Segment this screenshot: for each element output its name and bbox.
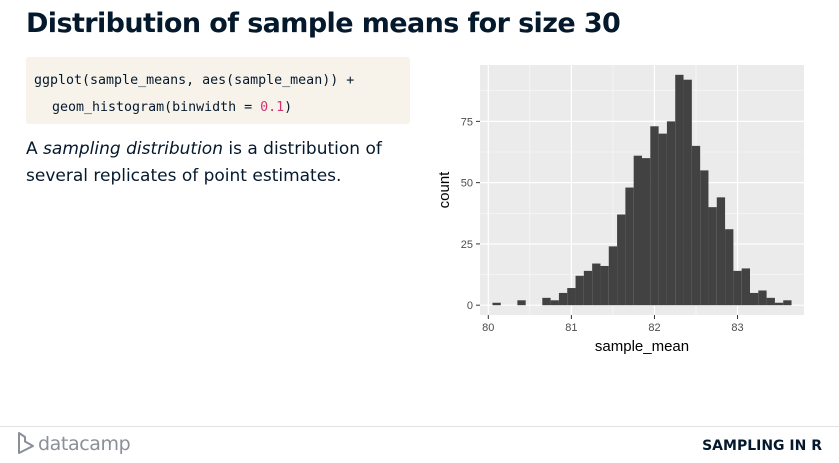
histogram-bar xyxy=(550,300,559,306)
y-tick-label: 25 xyxy=(461,239,473,251)
x-tick-label: 83 xyxy=(731,322,743,334)
histogram-bar xyxy=(492,302,501,306)
histogram-bar xyxy=(691,145,701,306)
histogram-bar xyxy=(675,74,684,306)
histogram-bar xyxy=(583,270,593,306)
x-axis-title: sample_mean xyxy=(595,338,689,355)
histogram-bar xyxy=(750,292,759,306)
histogram-bar xyxy=(733,270,742,306)
y-tick-label: 0 xyxy=(467,300,473,312)
histogram-bar xyxy=(567,288,576,306)
histogram-bar xyxy=(725,229,734,306)
histogram-bar xyxy=(633,155,642,306)
code-binwidth-value: 0.1 xyxy=(260,100,285,115)
histogram-bar xyxy=(774,302,784,306)
histogram-bar xyxy=(650,126,659,306)
paragraph-prefix: A xyxy=(26,139,44,159)
y-axis-title: count xyxy=(436,171,453,209)
course-title: SAMPLING IN R xyxy=(702,438,822,454)
paragraph-emphasis: sampling distribution xyxy=(43,139,223,159)
histogram-bar xyxy=(625,187,634,306)
y-tick-label: 50 xyxy=(461,178,473,190)
histogram-bar xyxy=(542,297,551,306)
x-tick-label: 80 xyxy=(482,322,494,334)
code-line-2-suffix: ) xyxy=(284,100,293,115)
histogram-bar xyxy=(592,263,601,306)
x-tick-label: 82 xyxy=(648,322,660,334)
code-line-2: geom_histogram(binwidth = 0.1) xyxy=(34,94,402,121)
histogram-bar xyxy=(658,133,667,306)
histogram-bar xyxy=(783,300,792,306)
histogram-bar xyxy=(683,79,692,306)
code-line-2-prefix: geom_histogram(binwidth = xyxy=(52,100,261,115)
datacamp-logo-icon xyxy=(18,432,34,454)
histogram-bar xyxy=(608,246,618,306)
histogram-bar xyxy=(741,268,750,306)
code-line-1: ggplot(sample_means, aes(sample_mean)) + xyxy=(34,73,355,88)
y-tick-label: 75 xyxy=(461,116,473,128)
histogram-bar xyxy=(716,197,726,306)
histogram-bar xyxy=(766,297,775,306)
histogram-bar xyxy=(600,265,609,306)
slide-title: Distribution of sample means for size 30 xyxy=(26,8,621,39)
histogram-bar xyxy=(517,300,526,306)
x-tick-label: 81 xyxy=(565,322,577,334)
histogram-bar xyxy=(558,292,568,306)
brand-name: datacamp xyxy=(38,433,131,455)
histogram-bar xyxy=(575,275,584,306)
explanation-paragraph: A sampling distribution is a distributio… xyxy=(26,136,406,190)
histogram-bar xyxy=(617,214,626,306)
histogram-bar xyxy=(642,158,651,306)
paragraph-suffix: is a distribution of several replicates … xyxy=(26,139,382,186)
histogram-bar xyxy=(700,170,709,306)
code-block: ggplot(sample_means, aes(sample_mean)) +… xyxy=(26,57,410,124)
histogram-bar xyxy=(758,290,767,306)
footer-divider xyxy=(0,426,839,427)
histogram-bar xyxy=(666,121,676,306)
histogram-chart: 80 81 82 83 0 25 50 75 sample_mean count xyxy=(436,65,804,355)
datacamp-logo: datacamp xyxy=(16,431,131,457)
histogram-bar xyxy=(708,207,717,306)
